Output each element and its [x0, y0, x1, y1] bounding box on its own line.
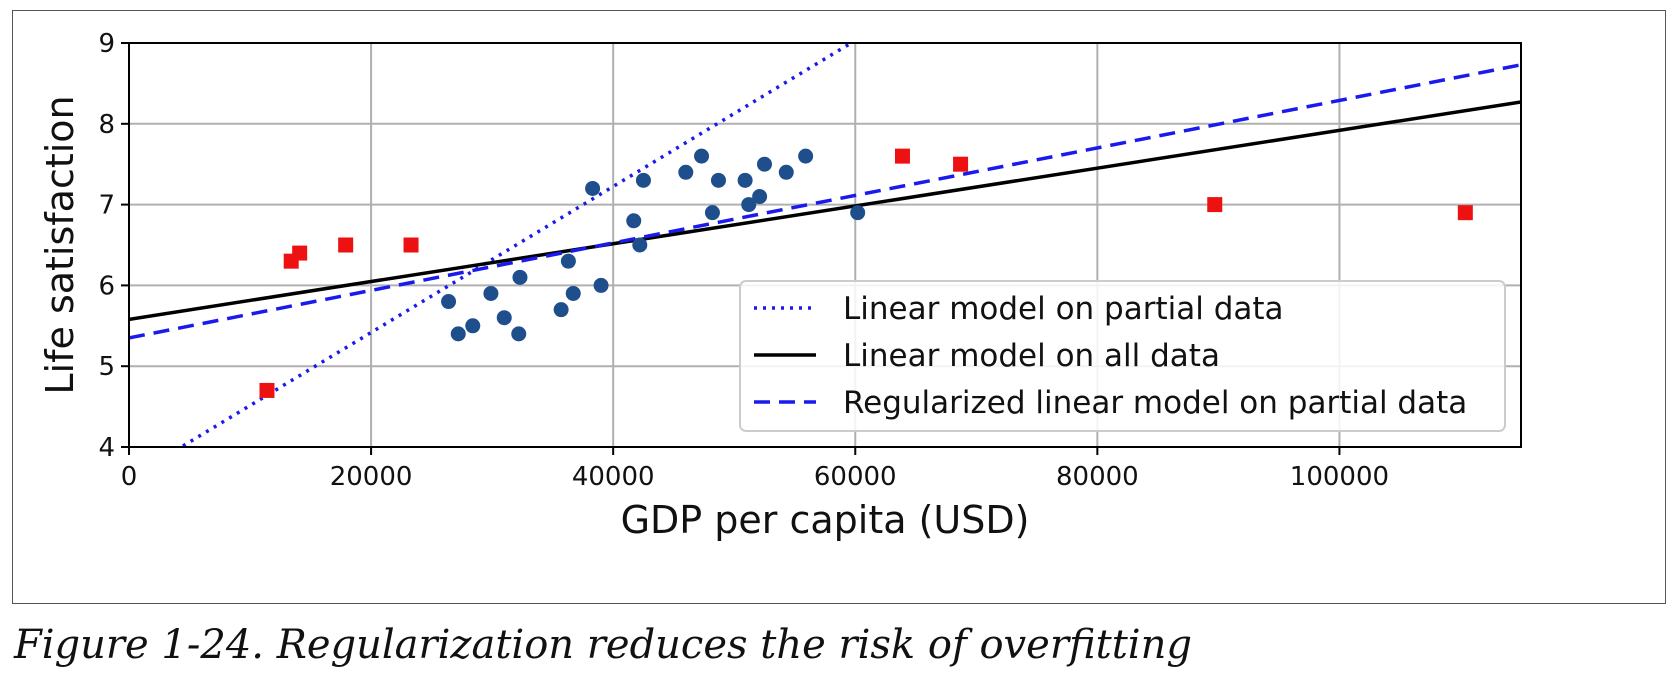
- partial-data-point: [450, 326, 466, 342]
- partial-data-point: [756, 156, 772, 172]
- model-line-solid: [129, 100, 1521, 322]
- excluded-data-point: [259, 382, 275, 398]
- partial-data-point: [678, 164, 694, 180]
- partial-data-point: [512, 269, 528, 285]
- y-tick-label: 7: [98, 191, 115, 221]
- partial-data-point: [626, 213, 642, 229]
- legend-label: Regularized linear model on partial data: [843, 385, 1467, 421]
- excluded-data-point: [1457, 205, 1473, 221]
- figure-frame: 0 20000 40000 60000 80000 100000 4 5 6 7 8 9 GDP pe…: [12, 10, 1666, 604]
- partial-data-point: [710, 172, 726, 188]
- excluded-data-point: [403, 237, 419, 253]
- y-tick-label: 5: [98, 352, 115, 382]
- y-tick-label: 4: [98, 433, 115, 463]
- partial-data-point: [585, 180, 601, 196]
- excluded-data-point: [1207, 197, 1223, 213]
- x-tick-label: 60000: [814, 462, 897, 492]
- data-points: [259, 148, 1473, 398]
- partial-data-point: [593, 277, 609, 293]
- partial-data-point: [741, 197, 757, 213]
- partial-data-point: [565, 285, 581, 301]
- partial-data-point: [694, 148, 710, 164]
- partial-data-point: [752, 189, 768, 205]
- partial-data-point: [850, 205, 866, 221]
- partial-data-point: [553, 302, 569, 318]
- partial-data-point: [737, 172, 753, 188]
- legend: Linear model on partial data Linear model…: [739, 280, 1506, 432]
- x-tick-label: 80000: [1056, 462, 1139, 492]
- partial-data-point: [778, 164, 794, 180]
- excluded-data-point: [953, 156, 969, 172]
- y-tick-label: 9: [98, 29, 115, 59]
- partial-data-point: [483, 285, 499, 301]
- excluded-data-point: [894, 148, 910, 164]
- model-lines: [129, 43, 1521, 447]
- plot-area-frame: [128, 42, 1522, 448]
- x-axis-label: GDP per capita (USD): [621, 498, 1030, 542]
- model-line-dashed: [129, 63, 1521, 340]
- y-axis-label: Life satisfaction: [38, 95, 82, 394]
- legend-label: Linear model on all data: [843, 338, 1220, 374]
- excluded-data-point: [338, 237, 354, 253]
- y-tick-label: 8: [98, 110, 115, 140]
- partial-data-point: [496, 310, 512, 326]
- model-line-dotted: [177, 43, 855, 447]
- partial-data-point: [704, 205, 720, 221]
- chart: 0 20000 40000 60000 80000 100000 4 5 6 7 8 9 GDP pe…: [38, 29, 1522, 542]
- partial-data-point: [798, 148, 814, 164]
- axis-ticks: 0 20000 40000 60000 80000 100000 4 5 6 7 8 9: [98, 29, 1389, 492]
- partial-data-point: [511, 326, 527, 342]
- x-tick-label: 100000: [1290, 462, 1389, 492]
- figure-caption: Figure 1-24. Regularization reduces the …: [14, 622, 1192, 668]
- y-tick-label: 6: [98, 271, 115, 301]
- legend-label: Linear model on partial data: [843, 291, 1284, 327]
- partial-data-point: [465, 318, 481, 334]
- x-tick-label: 40000: [572, 462, 655, 492]
- x-tick-label: 0: [121, 462, 138, 492]
- excluded-data-point: [292, 245, 308, 261]
- partial-data-point: [560, 253, 576, 269]
- partial-data-point: [632, 237, 648, 253]
- partial-data-point: [441, 294, 457, 310]
- x-tick-label: 20000: [330, 462, 413, 492]
- partial-data-point: [635, 172, 651, 188]
- legend-box: [739, 280, 1506, 432]
